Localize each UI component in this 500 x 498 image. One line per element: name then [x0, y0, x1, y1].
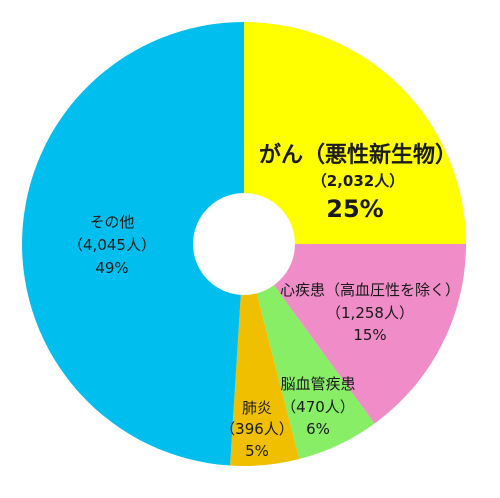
labels-layer: がん（悪性新生物） （2,032人） 25% 心疾患（高血圧性を除く） （1,2… — [68, 142, 460, 460]
pie-slice-pneumonia — [230, 244, 300, 466]
slice-label-cerebrovascular: 脳血管疾患 — [280, 375, 355, 393]
pie-slice-heart-disease — [244, 244, 466, 424]
slice-count-cerebrovascular: （470人） — [281, 398, 355, 416]
pie-slice-cancer — [244, 22, 466, 244]
slices-layer — [22, 22, 466, 466]
slice-count-pneumonia: （396人） — [220, 420, 294, 438]
slice-percent-cancer: 25% — [326, 195, 383, 223]
slice-label-heart-disease: 心疾患（高血圧性を除く） — [280, 281, 460, 299]
slice-count-cancer: （2,032人） — [312, 172, 404, 190]
pie-slice-cerebrovascular — [244, 244, 375, 460]
pie-slice-other — [22, 22, 245, 466]
slice-count-other: （4,045人） — [68, 236, 156, 254]
slice-label-other: その他 — [89, 213, 134, 231]
slice-label-pneumonia: 肺炎 — [242, 399, 272, 417]
slice-label-cancer: がん（悪性新生物） — [259, 142, 457, 168]
slice-percent-pneumonia: 5% — [245, 442, 269, 460]
donut-hole — [193, 193, 295, 295]
slice-count-heart-disease: （1,258人） — [326, 304, 414, 322]
slice-percent-other: 49% — [95, 259, 128, 277]
slice-percent-heart-disease: 15% — [353, 326, 386, 344]
slice-percent-cerebrovascular: 6% — [306, 420, 330, 438]
